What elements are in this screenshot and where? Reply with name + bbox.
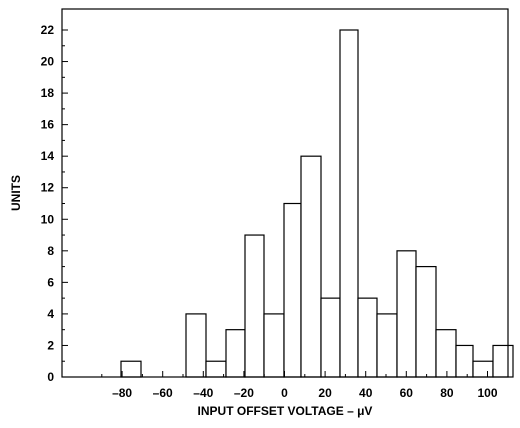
x-tick-label: –60 [153,386,173,400]
y-tick-label: 14 [41,149,55,163]
histogram-bar [415,265,437,378]
y-tick-label: 0 [47,370,54,384]
x-tick-label: 60 [400,386,414,400]
x-tick-label: 20 [318,386,332,400]
y-tick-label: 2 [47,338,54,352]
histogram-bar [376,313,398,378]
x-tick-label: 100 [477,386,497,400]
y-tick-label: 16 [41,118,55,132]
y-axis-title: UNITS [9,175,23,211]
x-tick-label: –20 [234,386,254,400]
histogram-bar [225,329,246,378]
histogram-bar [455,344,474,378]
y-tick-label: 20 [41,55,55,69]
histogram-bar [120,360,142,378]
y-tick-label: 8 [47,244,54,258]
x-tick-label: 40 [359,386,373,400]
y-tick-label: 6 [47,275,54,289]
histogram-bar [320,297,341,378]
x-tick-label: –80 [112,386,132,400]
x-tick-label: –40 [193,386,213,400]
histogram-bar [300,155,322,378]
histogram-bar [492,344,514,378]
histogram-bar [472,360,494,378]
x-tick-label: 80 [440,386,454,400]
x-tick-label: 0 [281,386,288,400]
histogram-bar [185,313,207,378]
bars-group [120,29,514,378]
y-tick-label: 22 [41,23,55,37]
y-axis-ticks: 0 2 4 6 8 10 12 14 16 18 20 22 [41,23,68,384]
x-axis-ticks: –80 –60 –40 –20 0 20 40 60 80 100 [101,371,498,400]
y-tick-label: 12 [41,181,55,195]
histogram-bar [357,297,378,378]
y-tick-label: 10 [41,212,55,226]
y-tick-label: 18 [41,86,55,100]
histogram-bar [263,313,285,378]
histogram-bar [339,29,359,378]
histogram-bar [244,234,265,378]
histogram-bar [396,250,417,378]
x-axis-title: INPUT OFFSET VOLTAGE – μV [198,404,373,418]
y-tick-label: 4 [47,307,54,321]
histogram-bar [283,202,302,378]
histogram-bar [435,329,457,378]
histogram-bar [205,360,227,378]
